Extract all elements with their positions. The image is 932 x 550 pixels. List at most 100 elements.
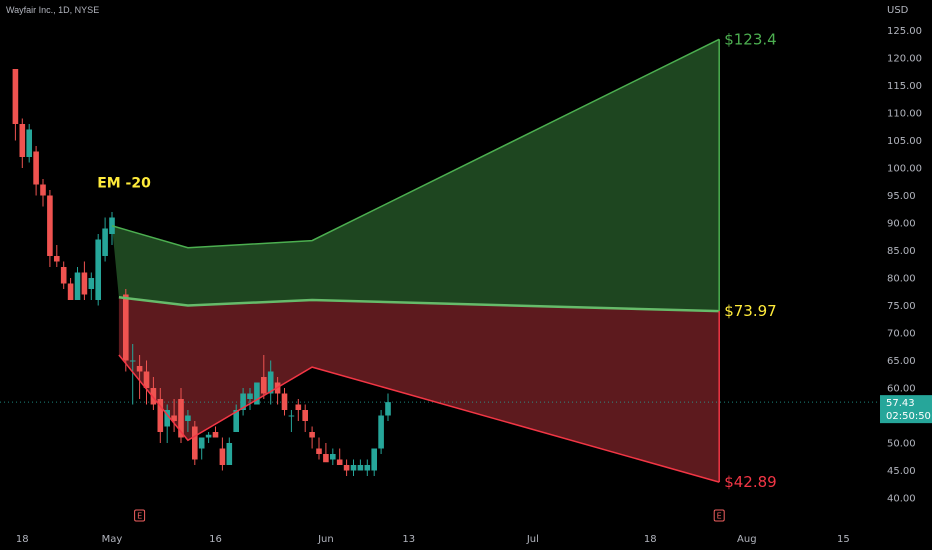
candle-body	[233, 410, 239, 432]
candle-body	[33, 151, 39, 185]
candle-body	[12, 69, 19, 124]
y-tick-label: 90.00	[887, 219, 916, 230]
candle-body	[198, 437, 205, 449]
x-tick-label: Jun	[317, 534, 334, 545]
expected-move-zones	[0, 39, 880, 483]
candle-body	[247, 393, 253, 399]
candle-body	[95, 239, 101, 300]
candle-body	[295, 404, 302, 410]
y-tick-label: 120.00	[887, 54, 922, 65]
y-tick-label: 100.00	[887, 164, 922, 175]
currency-label: USD	[887, 5, 909, 16]
candle-body	[178, 399, 184, 438]
candle-body	[343, 465, 350, 471]
projection-lines	[111, 38, 720, 483]
candle-body	[261, 377, 267, 394]
candle-body	[67, 283, 74, 300]
lower-level-label: $42.89	[724, 473, 777, 491]
y-tick-label: 40.00	[887, 494, 916, 505]
candle-body	[364, 465, 371, 471]
x-tick-label: 16	[209, 534, 222, 545]
candle-body	[350, 465, 357, 471]
candle-body	[102, 228, 108, 256]
candle-body	[192, 426, 198, 460]
candle-body	[336, 459, 343, 465]
x-tick-label: 13	[402, 534, 415, 545]
candle-body	[150, 388, 157, 405]
candle-body	[136, 366, 143, 372]
candle-body	[47, 195, 53, 256]
upper-line	[111, 38, 720, 249]
y-tick-label: 45.00	[887, 466, 916, 477]
x-tick-label: Jul	[526, 534, 539, 545]
y-tick-label: 115.00	[887, 81, 922, 92]
candle-body	[40, 184, 46, 196]
candle-body	[19, 124, 26, 157]
x-tick-label: 18	[16, 534, 29, 545]
price-tag-countdown: 02:50:50	[886, 411, 931, 422]
candle-body	[171, 415, 177, 421]
x-tick-label: Aug	[737, 534, 757, 545]
candle-body	[74, 272, 81, 300]
candle-body	[157, 399, 164, 432]
chart-labels: $123.4 $73.97 $42.89 EM -20	[97, 30, 777, 491]
y-tick-label: 75.00	[887, 301, 916, 312]
candle-body	[143, 371, 150, 388]
x-tick-label: 15	[837, 534, 850, 545]
mid-line	[118, 296, 720, 313]
price-tag-value: 57.43	[886, 398, 915, 409]
candle-body	[81, 272, 88, 295]
candle-body	[323, 454, 329, 463]
candle-body	[302, 410, 308, 421]
candle-body	[219, 448, 226, 465]
earnings-letter: E	[717, 512, 722, 521]
em-annotation: EM -20	[97, 175, 151, 191]
y-tick-label: 105.00	[887, 136, 922, 147]
candle-body	[60, 267, 67, 284]
axes: 125.00 120.00 115.00 110.00 105.00 100.00 95.0…	[16, 5, 932, 545]
candle-body	[185, 415, 191, 421]
earnings-marker: E	[134, 509, 146, 522]
candle-body	[164, 410, 170, 427]
mid-level-label: $73.97	[724, 302, 777, 320]
candle-body	[129, 360, 136, 362]
candle-body	[385, 402, 391, 416]
y-tick-label: 65.00	[887, 356, 916, 367]
candle-body	[316, 448, 322, 454]
y-tick-label: 70.00	[887, 329, 916, 340]
lower-zone	[118, 297, 720, 483]
candle-body	[212, 432, 219, 438]
candle-body	[281, 393, 288, 410]
candle-body	[226, 443, 233, 465]
candle-body	[288, 415, 295, 417]
x-tick-label: 18	[644, 534, 657, 545]
earnings-letter: E	[137, 512, 142, 521]
symbol-title: Wayfair Inc., 1D, NYSE	[6, 5, 100, 15]
upper-zone	[112, 39, 720, 312]
candle-body	[88, 278, 95, 289]
candle-body	[378, 415, 384, 449]
earnings-box	[713, 509, 725, 522]
candle-body	[254, 382, 260, 405]
y-tick-label: 95.00	[887, 191, 916, 202]
candle-body	[54, 256, 60, 262]
upper-level-label: $123.4	[724, 30, 777, 48]
candle-body	[205, 434, 212, 438]
y-tick-label: 85.00	[887, 246, 916, 257]
y-tick-label: 60.00	[887, 384, 916, 395]
earnings-box	[134, 509, 146, 522]
lower-line	[118, 354, 720, 483]
y-tick-label: 125.00	[887, 26, 922, 37]
candle-body	[330, 454, 336, 460]
candle-body	[26, 129, 32, 157]
candle-body	[371, 448, 377, 471]
x-tick-label: May	[102, 534, 123, 545]
candle-body	[309, 432, 315, 438]
candles	[12, 69, 391, 476]
candle-body	[357, 465, 364, 471]
candle-body	[123, 294, 129, 361]
candle-body	[240, 393, 246, 410]
price-tag-bg	[880, 395, 932, 424]
earnings-marker: E	[713, 509, 725, 522]
